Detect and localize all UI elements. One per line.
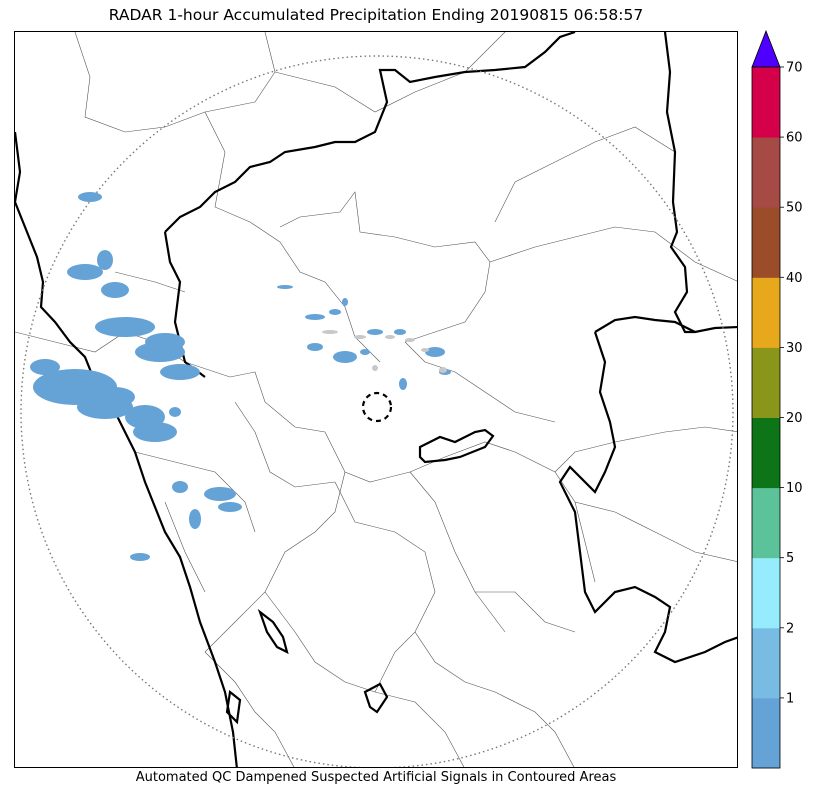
colorbar-segment	[752, 137, 780, 208]
map-canvas	[15, 32, 737, 767]
colorbar-segment	[752, 557, 780, 629]
colorbar-segment	[752, 67, 780, 138]
colorbar-segment	[752, 697, 780, 769]
colorbar-tick-label: 2	[786, 621, 794, 636]
radar-range-ring	[20, 55, 734, 767]
colorbar-segment	[752, 417, 780, 489]
district-boundaries	[15, 32, 737, 767]
colorbar-tick-label: 5	[786, 551, 794, 566]
colorbar-extend-arrow	[751, 29, 781, 68]
colorbar-tick-label: 10	[786, 481, 803, 496]
colorbar-tick-label: 1	[786, 691, 794, 706]
colorbar-tick-label: 60	[786, 131, 803, 146]
colorbar-canvas: 1 2 5 10 20 30 40 50 60 70	[751, 29, 803, 769]
colorbar-segment	[752, 627, 780, 699]
colorbar-ticks: 1 2 5 10 20 30 40 50 60 70	[780, 61, 803, 706]
colorbar-segment	[752, 207, 780, 278]
colorbar-tick-label: 40	[786, 271, 803, 286]
radar-site-marker[interactable]	[361, 391, 393, 423]
map-title: RADAR 1-hour Accumulated Precipitation E…	[108, 6, 644, 24]
precipitation-echoes	[30, 192, 451, 561]
colorbar-segment	[752, 347, 780, 418]
precipitation-colorbar: 1 2 5 10 20 30 40 50 60 70	[751, 29, 803, 769]
colorbar-tick-label: 20	[786, 411, 803, 426]
colorbar-tick-label: 70	[786, 61, 803, 76]
colorbar-tick-label: 50	[786, 201, 803, 216]
colorbar-segment	[752, 277, 780, 348]
radar-map[interactable]	[14, 31, 738, 768]
qc-artifact-echoes	[322, 330, 447, 373]
map-footer-note: Automated QC Dampened Suspected Artifici…	[135, 770, 617, 785]
colorbar-tick-label: 30	[786, 341, 803, 356]
colorbar-segments	[752, 67, 780, 769]
colorbar-segment	[752, 487, 780, 559]
